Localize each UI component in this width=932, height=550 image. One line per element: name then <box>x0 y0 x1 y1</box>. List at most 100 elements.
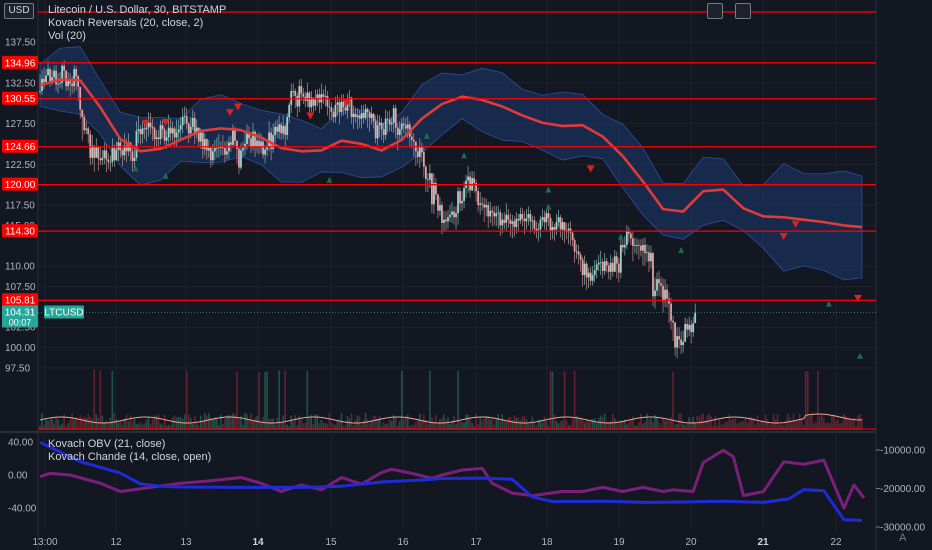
candle-body <box>270 132 273 149</box>
candle-body <box>688 324 691 330</box>
countdown-text: 00:07 <box>9 317 32 327</box>
obv-line <box>39 440 863 522</box>
volume-bar <box>792 413 795 430</box>
volume-bar <box>431 417 433 430</box>
volume-bar <box>218 424 220 430</box>
right-y-tick-label: -20000.00 <box>880 484 925 495</box>
volume-bar <box>384 424 387 430</box>
volume-bar <box>682 423 684 430</box>
candle-body <box>250 138 252 148</box>
volume-bar <box>360 424 363 430</box>
candle-body <box>322 94 325 97</box>
volume-bar <box>648 419 650 430</box>
last-price-badge <box>2 305 38 328</box>
volume-bar <box>571 418 574 430</box>
volume-bar <box>746 422 749 430</box>
volume-bar <box>839 423 841 430</box>
candle-body <box>356 115 359 118</box>
symbol-badge-text: LTCUSD <box>44 307 83 318</box>
candle-body <box>374 121 377 139</box>
candle-body <box>147 122 150 128</box>
candle-body <box>684 323 687 342</box>
x-tick-label: 12 <box>110 537 122 548</box>
volume-bar <box>525 419 528 430</box>
volume-bar <box>139 421 142 430</box>
reversal-up-marker <box>132 165 139 172</box>
right-nav-box[interactable] <box>735 3 751 19</box>
candle-body <box>491 210 494 213</box>
volume-bar <box>632 416 634 430</box>
volume-bar <box>720 424 723 430</box>
candle-body <box>457 191 459 214</box>
candle-body <box>479 203 482 206</box>
volume-bar <box>640 413 642 430</box>
currency-button[interactable]: USD <box>4 3 34 19</box>
candle-body <box>258 140 260 148</box>
candle-body <box>296 95 299 107</box>
volume-bar <box>443 414 445 430</box>
volume-bar <box>585 418 588 430</box>
volume-bar <box>732 418 735 430</box>
candle-body <box>676 336 679 348</box>
candle-body <box>187 123 190 134</box>
reversal-down-marker <box>233 103 242 111</box>
candle-body <box>101 157 104 161</box>
candle-body <box>155 137 158 140</box>
candle-body <box>223 148 226 155</box>
candle-body <box>117 142 120 150</box>
volume-bar <box>185 371 188 430</box>
volume-bar <box>601 417 604 430</box>
candle-body <box>125 145 128 152</box>
reversal-band <box>39 46 863 281</box>
volume-bar <box>308 418 311 430</box>
candle-body <box>332 112 335 118</box>
candle-body <box>449 214 451 218</box>
right-y-tick-label: -10000.00 <box>880 446 925 457</box>
volume-bar <box>310 414 313 430</box>
candle-body <box>575 251 578 253</box>
volume-bar <box>350 413 353 430</box>
volume-bar <box>724 422 727 430</box>
candle-body <box>141 128 144 135</box>
volume-bar <box>234 414 236 430</box>
price-level-badge <box>2 177 38 191</box>
volume-bar <box>258 372 260 430</box>
candle-body <box>268 132 271 147</box>
volume-bar <box>481 420 483 430</box>
volume-bar <box>439 419 441 430</box>
volume-bar <box>413 424 415 430</box>
volume-bar <box>75 416 77 430</box>
volume-bar <box>284 371 286 430</box>
candle-body <box>619 244 622 273</box>
candle-body <box>290 91 293 105</box>
y-tick-label: 122.50 <box>5 160 36 171</box>
volume-bar <box>833 414 835 430</box>
candle-body <box>121 150 124 156</box>
volume-bar <box>386 423 389 430</box>
reversal-down-marker <box>342 99 351 107</box>
candle-body <box>507 214 510 220</box>
volume-bar <box>776 413 779 430</box>
volume-bar <box>220 414 222 430</box>
left-nav-box[interactable] <box>707 3 723 19</box>
candle-body <box>461 200 463 204</box>
candle-body <box>644 244 646 254</box>
volume-bar <box>197 425 200 430</box>
volume-bar <box>149 424 152 430</box>
volume-bar <box>670 417 672 430</box>
volume-bar <box>591 418 594 430</box>
volume-bar <box>620 420 622 430</box>
candle-body <box>433 183 435 205</box>
candle-body <box>515 218 518 228</box>
candle-body <box>185 116 188 124</box>
price-level-badge-text: 124.66 <box>5 142 36 153</box>
candle-body <box>541 217 544 220</box>
candle-body <box>340 101 343 113</box>
volume-bar <box>370 419 373 430</box>
candle-body <box>326 95 329 107</box>
auto-scale-button[interactable]: A <box>899 532 907 544</box>
volume-bar <box>129 414 132 430</box>
candle-body <box>396 127 399 135</box>
candle-body <box>599 262 602 263</box>
